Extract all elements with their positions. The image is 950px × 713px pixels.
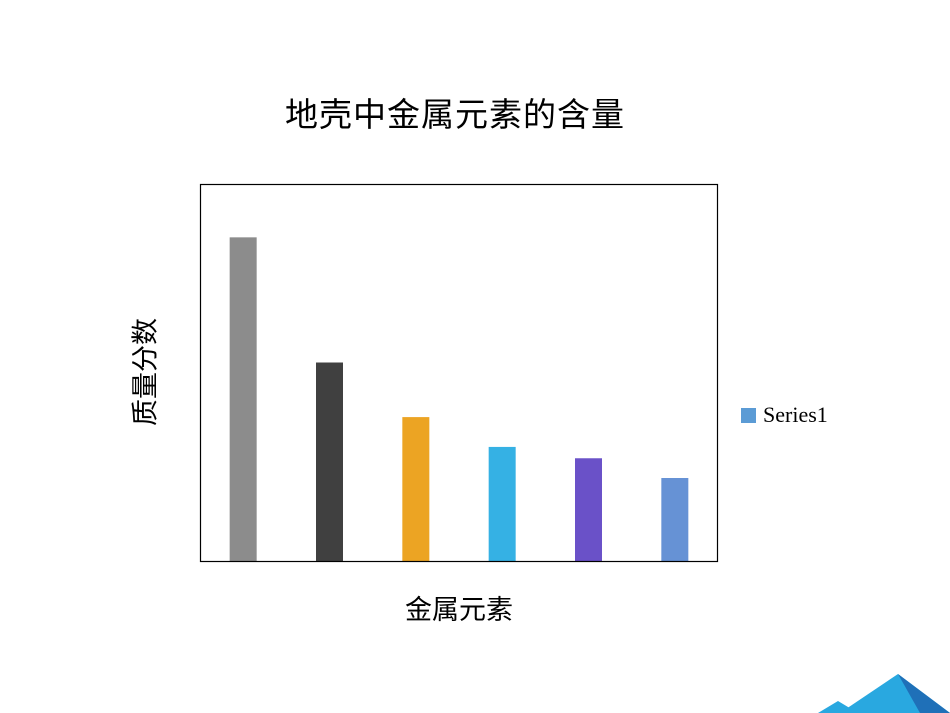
bar-1 — [229, 237, 257, 562]
legend-swatch — [741, 407, 756, 423]
bar-chart-plot — [199, 183, 719, 563]
chart-title: 地壳中金属元素的含量 — [285, 95, 625, 134]
legend-label: Series1 — [763, 402, 828, 427]
chart-legend: Series1 — [741, 402, 828, 428]
x-axis-label: 金属元素 — [405, 595, 513, 626]
mountain-logo-icon — [818, 674, 950, 713]
bar-4 — [488, 446, 516, 562]
bar-6 — [661, 478, 689, 562]
bar-5 — [575, 458, 602, 562]
bar-3 — [402, 417, 430, 562]
y-axis-label: 质量分数 — [130, 318, 162, 426]
plot-area-border — [199, 183, 719, 563]
bar-2 — [316, 362, 343, 562]
